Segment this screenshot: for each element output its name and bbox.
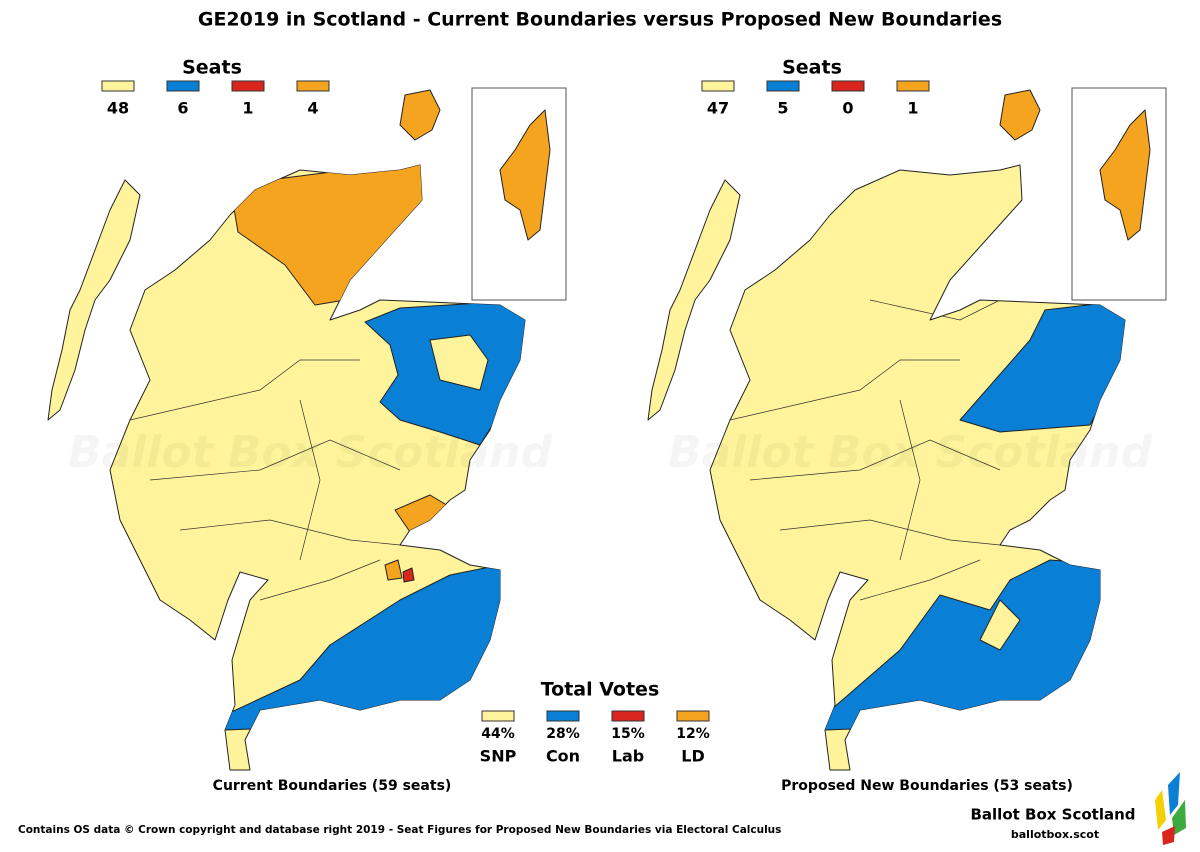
region-snp (429, 334, 489, 391)
orkney (999, 89, 1041, 141)
seat-count: 4 (307, 99, 318, 118)
brand-name: Ballot Box Scotland (970, 806, 1135, 824)
party-name: SNP (480, 747, 517, 766)
footer-credit: Contains OS data © Crown copyright and d… (18, 824, 781, 836)
legend-swatch (896, 80, 930, 92)
region-ld (384, 559, 403, 581)
shetland (499, 109, 551, 241)
watermark: Ballot Box Scotland (68, 427, 553, 478)
legend-swatch (701, 80, 735, 92)
legend-swatch (231, 80, 265, 92)
map-caption: Proposed New Boundaries (53 seats) (781, 778, 1073, 794)
hebrides (47, 179, 141, 421)
vote-share: 28% (546, 726, 580, 742)
legend-swatch (676, 710, 710, 722)
legend-swatch (296, 80, 330, 92)
vote-share: 44% (481, 726, 515, 742)
inset-frame (471, 87, 567, 301)
seat-count: 6 (177, 99, 188, 118)
legend-swatch (611, 710, 645, 722)
seat-count: 47 (707, 99, 729, 118)
map-caption: Current Boundaries (59 seats) (213, 778, 452, 794)
legend-swatch (546, 710, 580, 722)
party-name: Con (546, 747, 580, 766)
seat-count: 1 (907, 99, 918, 118)
party-name: Lab (612, 747, 644, 766)
boundaries (729, 299, 1001, 601)
seats-title: Seats (182, 57, 242, 79)
legend-swatch (166, 80, 200, 92)
seats-title: Seats (782, 57, 842, 79)
seat-count: 48 (107, 99, 129, 118)
legend-swatch (831, 80, 865, 92)
vote-share: 12% (676, 726, 710, 742)
shetland (1099, 109, 1151, 241)
hebrides (647, 179, 741, 421)
title: GE2019 in Scotland - Current Boundaries … (198, 9, 1002, 31)
seat-count: 0 (842, 99, 853, 118)
watermark: Ballot Box Scotland (668, 427, 1153, 478)
vote-share: 15% (611, 726, 645, 742)
legend-swatch (766, 80, 800, 92)
seat-count: 5 (777, 99, 788, 118)
seat-count: 1 (242, 99, 253, 118)
region-con (959, 299, 1125, 433)
region-lab (402, 567, 415, 583)
brand-url: ballotbox.scot (1011, 828, 1099, 841)
inset-frame (1071, 87, 1167, 301)
party-name: LD (681, 747, 704, 766)
orkney (399, 89, 441, 141)
legend-swatch (101, 80, 135, 92)
boundaries (129, 359, 401, 601)
legend-swatch (481, 710, 515, 722)
brand-logo (1155, 772, 1186, 845)
region-snp (979, 599, 1021, 651)
total-votes-title: Total Votes (541, 679, 660, 701)
